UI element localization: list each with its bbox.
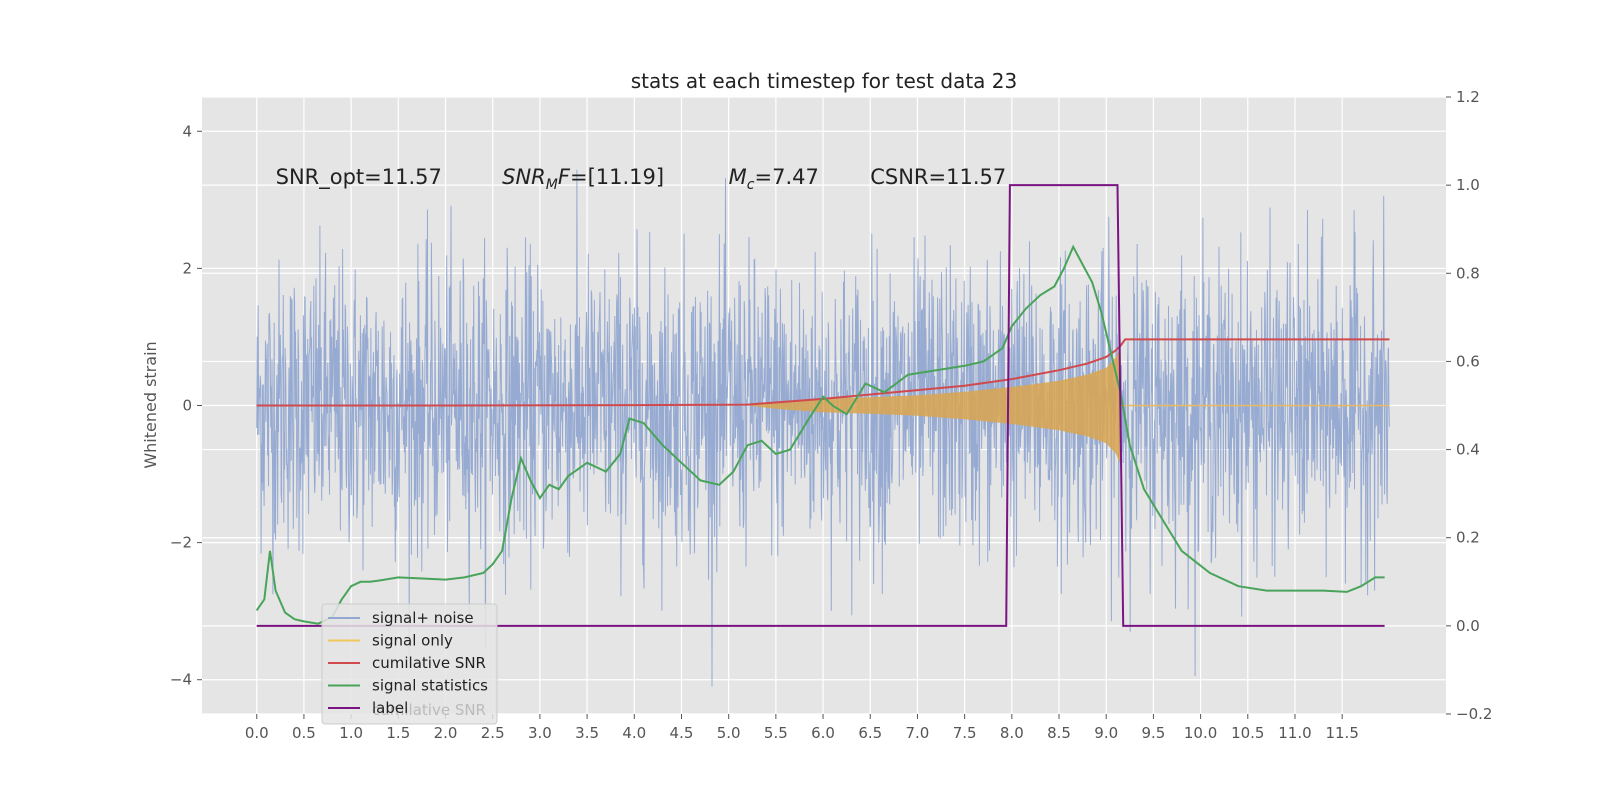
y-tick-label: 2	[182, 259, 192, 277]
x-tick-label: 8.0	[1000, 724, 1024, 742]
annotations: SNR_opt=11.57 SNRMF=[11.19] Mc=7.47 CSNR=11…	[276, 165, 1007, 193]
series-signal-noise	[256, 169, 1390, 687]
legend-label: cumilative SNR	[372, 654, 486, 672]
y-right-tick-label: 0.6	[1456, 352, 1480, 370]
x-tick-label: 3.0	[528, 724, 552, 742]
x-tick-label: 3.5	[575, 724, 599, 742]
x-tick-label: 8.5	[1047, 724, 1071, 742]
series-signal-statistics	[255, 244, 1385, 625]
x-tick-label: 10.0	[1184, 724, 1217, 742]
y-tick-label: 4	[182, 122, 192, 140]
series-signal-only	[747, 347, 1121, 464]
series-cumilative-snr	[256, 338, 1390, 407]
x-tick-label: 4.0	[622, 724, 646, 742]
y-tick-label: −2	[170, 534, 192, 552]
legend-label: signal+ noise	[372, 609, 474, 627]
x-tick-label: 7.5	[953, 724, 977, 742]
x-tick-label: 11.5	[1325, 724, 1358, 742]
x-tick-label: 11.0	[1278, 724, 1311, 742]
legend-box	[321, 603, 498, 725]
x-tick-label: 4.5	[670, 724, 694, 742]
legend-label: label	[372, 699, 408, 717]
annotation: SNR_opt=11.57	[276, 165, 442, 190]
legend-label: signal statistics	[372, 677, 488, 695]
chart-title: stats at each timestep for test data 23	[631, 69, 1017, 93]
y-right-tick-label: 0.4	[1456, 441, 1480, 459]
x-tick-label: 5.0	[717, 724, 741, 742]
x-tick-label: 5.5	[764, 724, 788, 742]
x-axis-ticks: 0.0 0.5 1.0 1.5 2.0 2.5 3.0 3.5 4.0 4.5 5.0 5.5 6.0 6…	[245, 714, 1359, 742]
x-tick-label: 0.0	[245, 724, 269, 742]
x-tick-label: 0.5	[292, 724, 316, 742]
annotation: Mc=7.47	[729, 165, 819, 193]
y-axis-label: Whitened strain	[141, 341, 160, 468]
x-tick-label: 7.0	[906, 724, 930, 742]
signal-noise-trace	[256, 169, 1390, 687]
x-tick-label: 6.5	[858, 724, 882, 742]
series-label	[256, 184, 1385, 627]
x-tick-label: 1.0	[339, 724, 363, 742]
x-tick-label: 2.0	[434, 724, 458, 742]
x-tick-label: 1.5	[386, 724, 410, 742]
y-axis-ticks: −4 −2 0 2 4	[170, 122, 202, 689]
y-axis-right-ticks: −0.2 0.0 0.2 0.4 0.6 0.8 1.0 1.2	[1446, 88, 1492, 723]
y-right-tick-label: 0.2	[1456, 529, 1480, 547]
legend-ghost-text: cumilative SNR	[372, 701, 486, 719]
y-right-tick-label: 0.0	[1456, 617, 1480, 635]
x-tick-label: 6.0	[811, 724, 835, 742]
y-tick-label: −4	[170, 671, 192, 689]
y-right-tick-label: 1.2	[1456, 88, 1480, 106]
x-tick-label: 10.5	[1231, 724, 1264, 742]
annotation: CSNR=11.57	[870, 165, 1006, 189]
y-tick-label: 0	[182, 397, 192, 415]
y-right-tick-label: 1.0	[1456, 176, 1480, 194]
y-right-tick-label: −0.2	[1456, 705, 1492, 723]
y-right-tick-label: 0.8	[1456, 264, 1480, 282]
legend-label: signal only	[372, 632, 453, 650]
x-tick-label: 9.5	[1141, 724, 1165, 742]
x-tick-label: 9.0	[1094, 724, 1118, 742]
x-tick-label: 2.5	[481, 724, 505, 742]
legend: cumilative SNR signal+ noise signal only cu…	[321, 603, 498, 725]
annotation: SNRMF=[11.19]	[502, 165, 664, 193]
